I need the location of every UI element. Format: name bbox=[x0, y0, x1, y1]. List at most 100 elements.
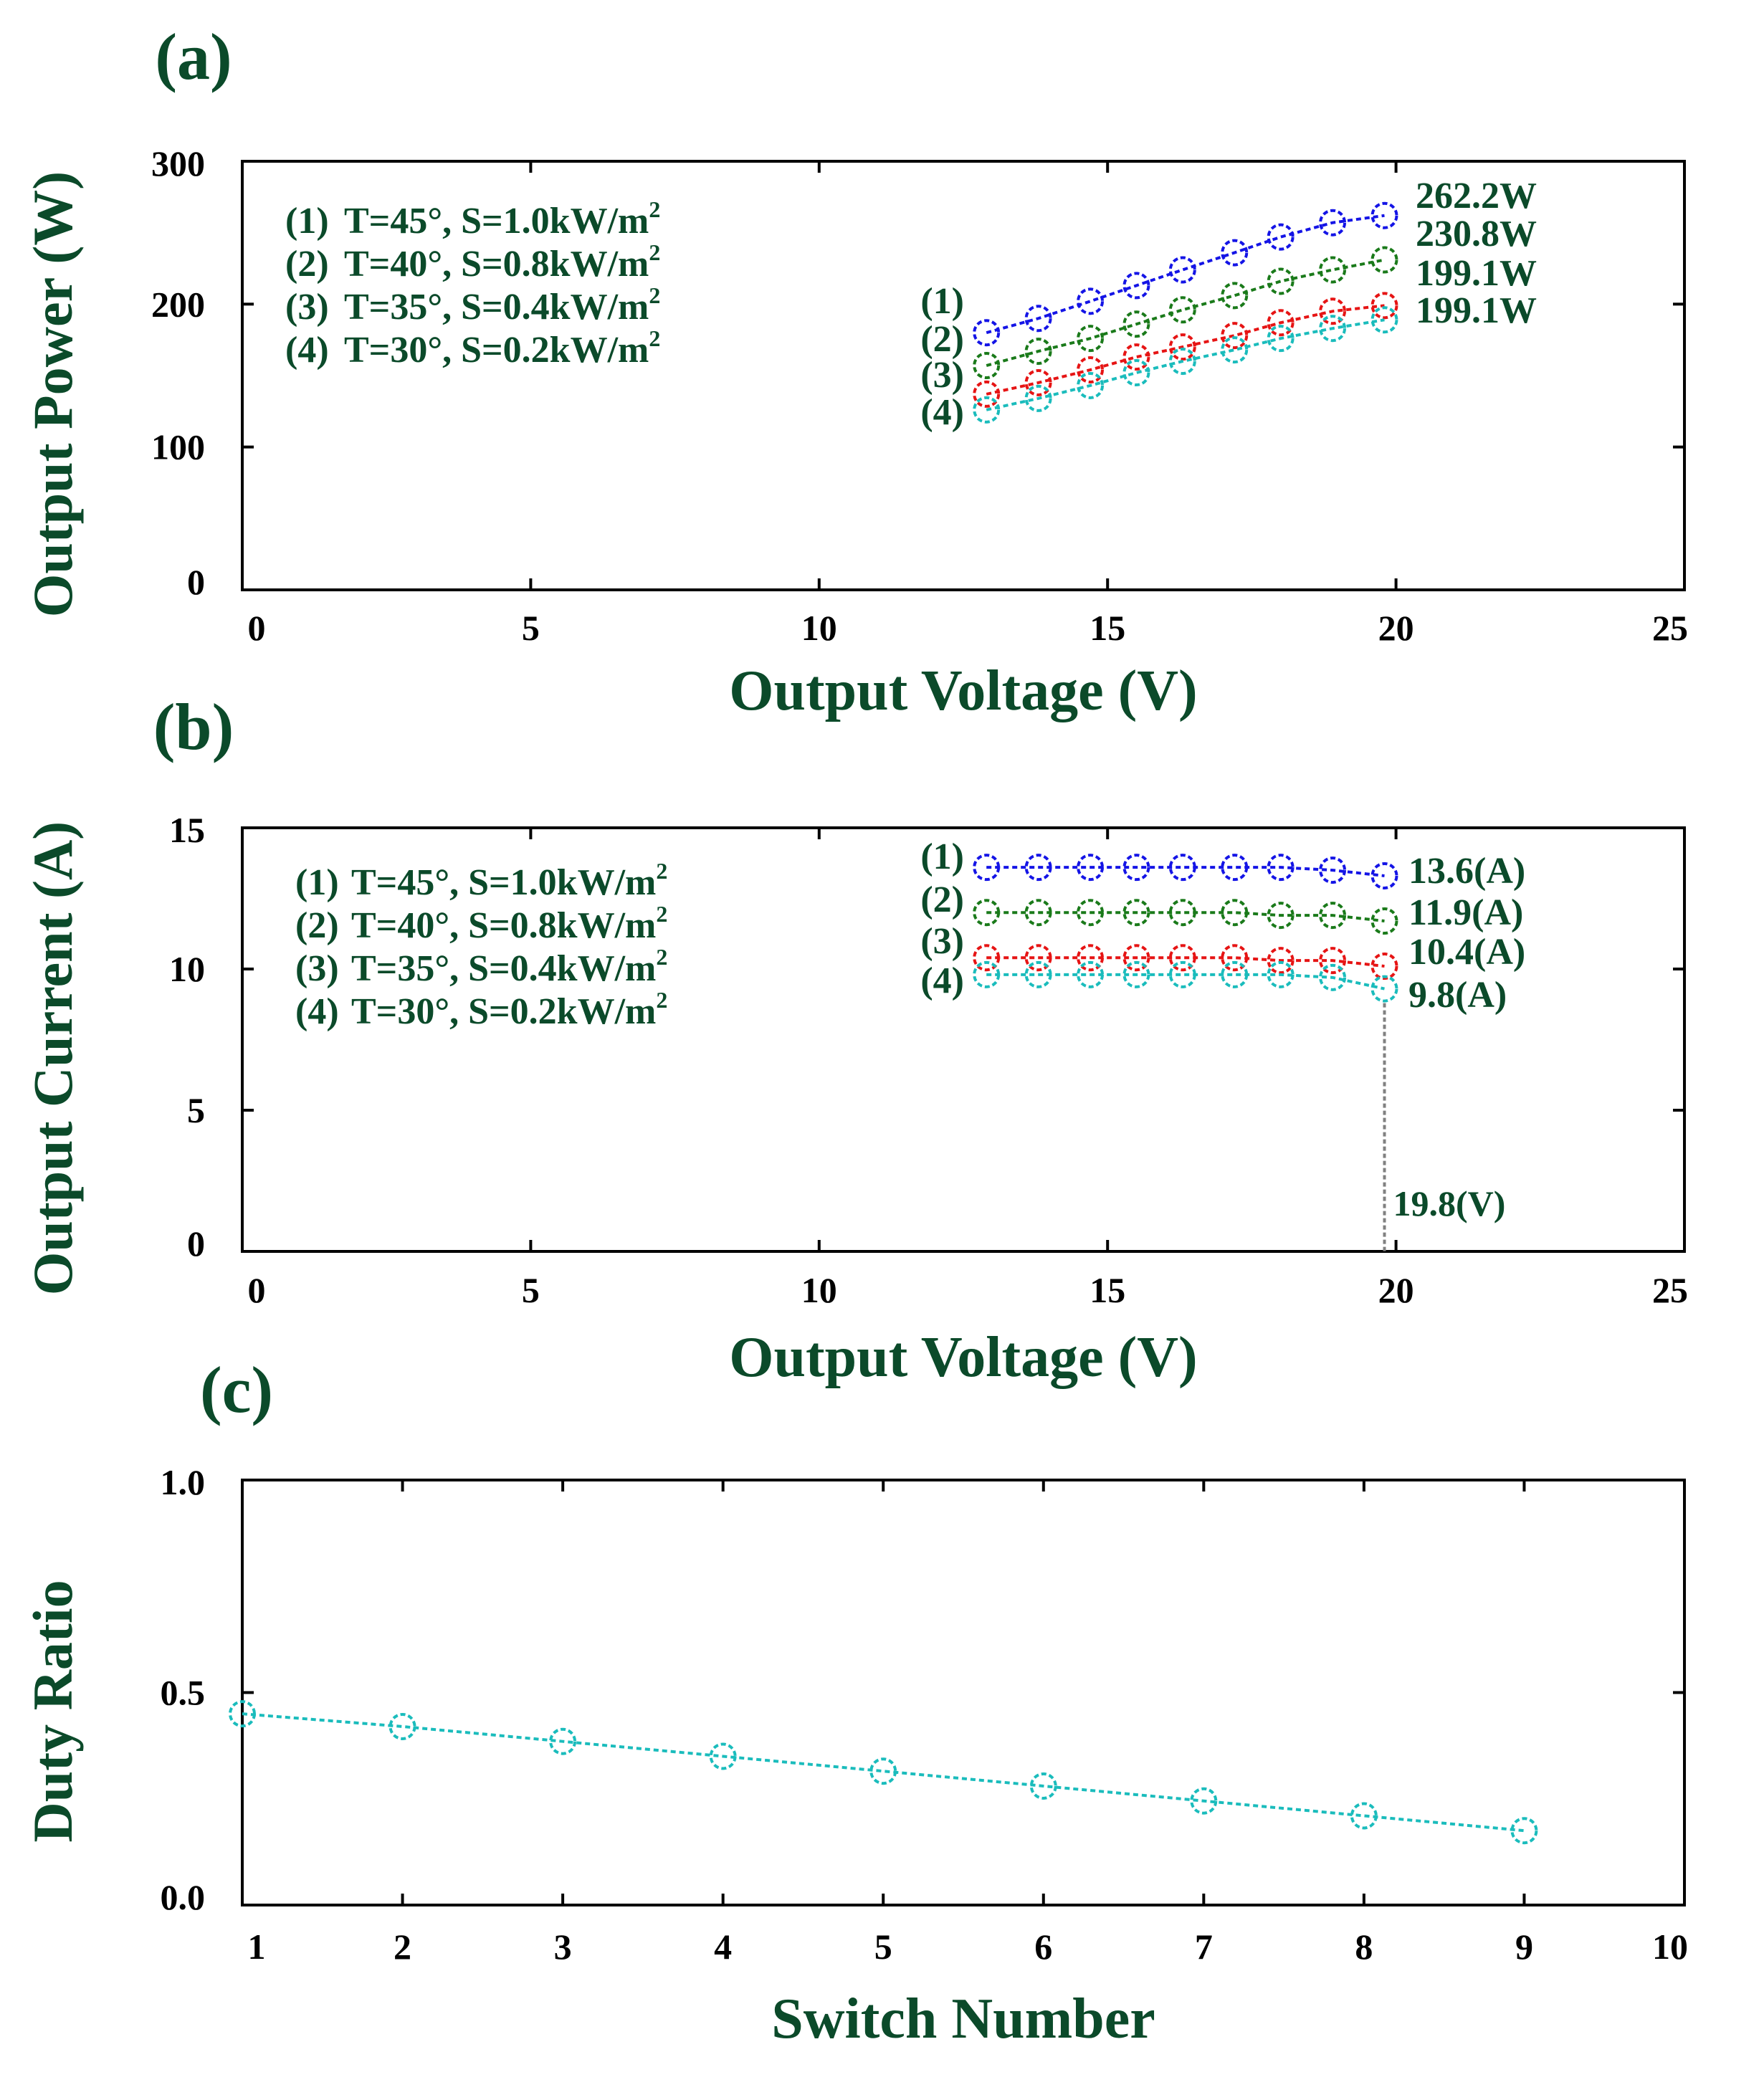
data-point bbox=[1221, 944, 1249, 972]
plot-frame bbox=[241, 160, 1686, 591]
plot-frame bbox=[241, 826, 1686, 1253]
series-line bbox=[986, 973, 1385, 991]
data-point bbox=[1267, 223, 1295, 251]
series-4: (4) 199.1W bbox=[920, 290, 1537, 433]
data-point bbox=[1267, 960, 1295, 988]
series-end-label: 199.1W bbox=[1416, 253, 1537, 294]
data-point bbox=[1510, 1817, 1538, 1845]
x-tick-label: 20 bbox=[1378, 1270, 1414, 1310]
x-tick-label: 10 bbox=[801, 608, 837, 648]
series-3: (3) 199.1W bbox=[920, 253, 1537, 408]
legend-entry: (1) T=45°, S=1.0kW/m2 bbox=[295, 858, 667, 903]
series-end-label: 262.2W bbox=[1416, 176, 1537, 216]
data-point bbox=[1221, 282, 1249, 310]
y-tick-label: 0 bbox=[187, 562, 205, 602]
data-point bbox=[1370, 975, 1398, 1003]
series-4: (4) 9.8(A) bbox=[920, 960, 1507, 1016]
data-point bbox=[1122, 854, 1150, 882]
data-point bbox=[1122, 310, 1150, 338]
data-point bbox=[1319, 209, 1347, 237]
data-point bbox=[973, 396, 1001, 424]
series-end-label: 9.8(A) bbox=[1408, 975, 1507, 1016]
series-line bbox=[986, 911, 1385, 923]
legend-entry: (2) T=40°, S=0.8kW/m2 bbox=[295, 901, 667, 946]
y-tick-label: 0.5 bbox=[161, 1673, 206, 1713]
panel-label: (a) bbox=[155, 20, 232, 93]
legend-superscript: 2 bbox=[656, 858, 667, 884]
data-point bbox=[1024, 305, 1052, 333]
x-tick-label: 25 bbox=[1652, 608, 1688, 648]
plot-frame bbox=[241, 1479, 1686, 1906]
legend-superscript: 2 bbox=[656, 987, 667, 1013]
legend-text: T=30°, S=0.2kW/m bbox=[344, 330, 649, 371]
legend-entry: (4) T=30°, S=0.2kW/m2 bbox=[295, 987, 667, 1032]
x-tick-label: 15 bbox=[1090, 1270, 1125, 1310]
data-point bbox=[1122, 944, 1150, 972]
chart-panel-a: (a) 0 5 10 15 20 25 0 100 200 300 Output Voltage (V… bbox=[22, 20, 1688, 722]
data-point bbox=[1319, 297, 1347, 325]
data-point bbox=[973, 319, 1001, 347]
series-line bbox=[986, 258, 1385, 367]
x-tick-label: 15 bbox=[1090, 608, 1125, 648]
data-point bbox=[1370, 862, 1398, 889]
y-axis-title: Output Current (A) bbox=[22, 821, 84, 1296]
series-3: (3) 10.4(A) bbox=[920, 921, 1525, 980]
data-point bbox=[1370, 292, 1398, 320]
data-point bbox=[1370, 306, 1398, 334]
x-tick-label: 0 bbox=[248, 1270, 266, 1310]
data-point bbox=[1168, 333, 1196, 361]
series-line bbox=[986, 214, 1385, 335]
data-point bbox=[1267, 947, 1295, 975]
data-point bbox=[1077, 371, 1105, 399]
x-tick-label: 1 bbox=[248, 1927, 266, 1967]
x-axis-title: Switch Number bbox=[771, 1987, 1155, 2051]
data-point bbox=[973, 960, 1001, 988]
y-tick-label: 0.0 bbox=[161, 1877, 206, 1917]
legend-number: (3) bbox=[285, 287, 329, 328]
data-point bbox=[1221, 239, 1249, 267]
data-point bbox=[1267, 854, 1295, 882]
data-point bbox=[1029, 1772, 1057, 1800]
series-line bbox=[986, 866, 1385, 877]
legend-text: T=45°, S=1.0kW/m bbox=[351, 862, 656, 903]
legend-superscript: 2 bbox=[656, 901, 667, 927]
data-point bbox=[1267, 309, 1295, 337]
data-point bbox=[869, 1757, 897, 1785]
legend-superscript: 2 bbox=[649, 239, 660, 265]
series-2: (2) 11.9(A) bbox=[920, 879, 1523, 935]
data-point bbox=[1370, 953, 1398, 980]
legend-number: (2) bbox=[285, 244, 329, 285]
data-point bbox=[1221, 899, 1249, 927]
x-tick-label: 5 bbox=[522, 608, 540, 648]
legend-entry: (4) T=30°, S=0.2kW/m2 bbox=[285, 325, 660, 371]
data-point bbox=[1267, 267, 1295, 295]
series-line bbox=[986, 304, 1385, 396]
data-point bbox=[1350, 1802, 1378, 1830]
data-point bbox=[973, 899, 1001, 927]
data-point bbox=[1221, 322, 1249, 350]
series-end-label: 10.4(A) bbox=[1408, 932, 1525, 973]
x-tick-label: 8 bbox=[1355, 1927, 1373, 1967]
legend-number: (1) bbox=[285, 201, 329, 242]
data-point bbox=[1319, 902, 1347, 930]
y-tick-label: 1.0 bbox=[161, 1462, 206, 1502]
series-1 bbox=[229, 1700, 1538, 1845]
data-point bbox=[1122, 343, 1150, 371]
legend-superscript: 2 bbox=[649, 196, 660, 222]
series-label: (2) bbox=[920, 319, 964, 360]
y-tick-label: 5 bbox=[187, 1090, 205, 1130]
legend-entry: (1) T=45°, S=1.0kW/m2 bbox=[285, 196, 660, 242]
x-axis-title: Output Voltage (V) bbox=[729, 1326, 1197, 1389]
legend-text: T=35°, S=0.4kW/m bbox=[351, 948, 656, 989]
x-tick-label: 10 bbox=[801, 1270, 837, 1310]
legend-entry: (3) T=35°, S=0.4kW/m2 bbox=[285, 282, 660, 328]
x-tick-label: 5 bbox=[522, 1270, 540, 1310]
y-tick-label: 15 bbox=[169, 810, 205, 850]
chart-panel-c: (c) 1 2 3 4 5 6 7 8 9 10 0.0 0.5 1.0 Switch Number Duty… bbox=[22, 1353, 1688, 2051]
data-point bbox=[1077, 960, 1105, 988]
x-tick-label: 6 bbox=[1034, 1927, 1052, 1967]
legend-number: (4) bbox=[295, 991, 339, 1032]
x-tick-label: 5 bbox=[874, 1927, 892, 1967]
data-point bbox=[1221, 960, 1249, 988]
data-point bbox=[1319, 315, 1347, 343]
